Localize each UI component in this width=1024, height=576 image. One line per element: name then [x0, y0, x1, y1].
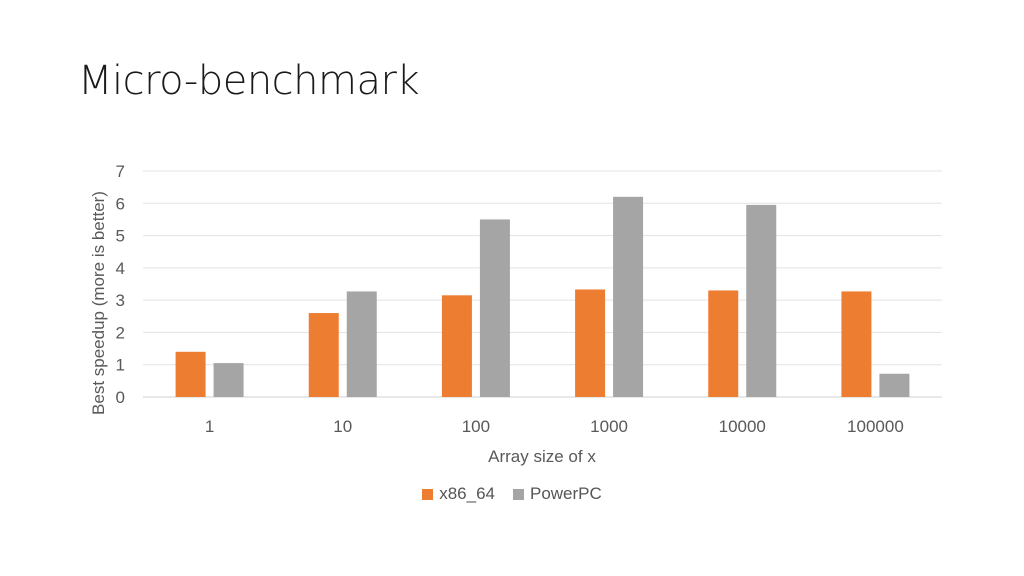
x-tick-label: 100000: [847, 417, 904, 436]
y-tick-label: 0: [116, 388, 125, 407]
bar-powerpc-1000: [613, 196, 644, 397]
legend-item-powerpc: PowerPC: [512, 484, 602, 504]
legend-swatch-powerpc: [512, 488, 524, 500]
bar-powerpc-10: [346, 291, 377, 397]
legend-swatch-x86: [422, 488, 434, 500]
y-tick-label: 3: [116, 291, 125, 310]
legend-label-x86: x86_64: [439, 484, 495, 503]
x-tick-labels: 1 10 100 1000 10000 100000: [205, 417, 904, 436]
bar-x86-64-10000: [708, 290, 739, 397]
bar-powerpc-10000: [746, 204, 777, 397]
x-tick-label: 1000: [590, 417, 628, 436]
y-tick-label: 5: [116, 227, 125, 246]
gridlines: [143, 170, 942, 398]
bar-x86-64-10: [308, 313, 339, 397]
x-tick-label: 10000: [719, 417, 766, 436]
y-tick-label: 2: [116, 323, 125, 342]
x-axis-label: Array size of x: [488, 447, 596, 466]
bar-powerpc-1: [213, 363, 244, 397]
x-tick-label: 10: [333, 417, 352, 436]
y-tick-label: 6: [116, 194, 125, 213]
y-tick-labels: 0 1 2 3 4 5 6 7: [116, 162, 125, 407]
bar-powerpc-100000: [879, 373, 910, 397]
x-tick-label: 1: [205, 417, 214, 436]
x-tick-label: 100: [462, 417, 490, 436]
legend-label-powerpc: PowerPC: [529, 484, 602, 503]
chart-legend: x86_64 PowerPC: [0, 484, 1024, 504]
y-tick-label: 1: [116, 356, 125, 375]
legend-item-x86: x86_64: [422, 484, 495, 504]
y-tick-label: 7: [116, 162, 125, 181]
bar-x86-64-100: [441, 295, 472, 397]
slide-title: Micro-benchmark: [78, 58, 420, 104]
bar-x86-64-1: [175, 351, 206, 397]
y-axis-label: Best speedup (more is better): [89, 191, 108, 415]
bars: [175, 196, 910, 397]
bar-x86-64-100000: [841, 291, 872, 397]
y-tick-label: 4: [116, 259, 125, 278]
bar-powerpc-100: [479, 219, 510, 397]
bar-x86-64-1000: [575, 289, 606, 397]
